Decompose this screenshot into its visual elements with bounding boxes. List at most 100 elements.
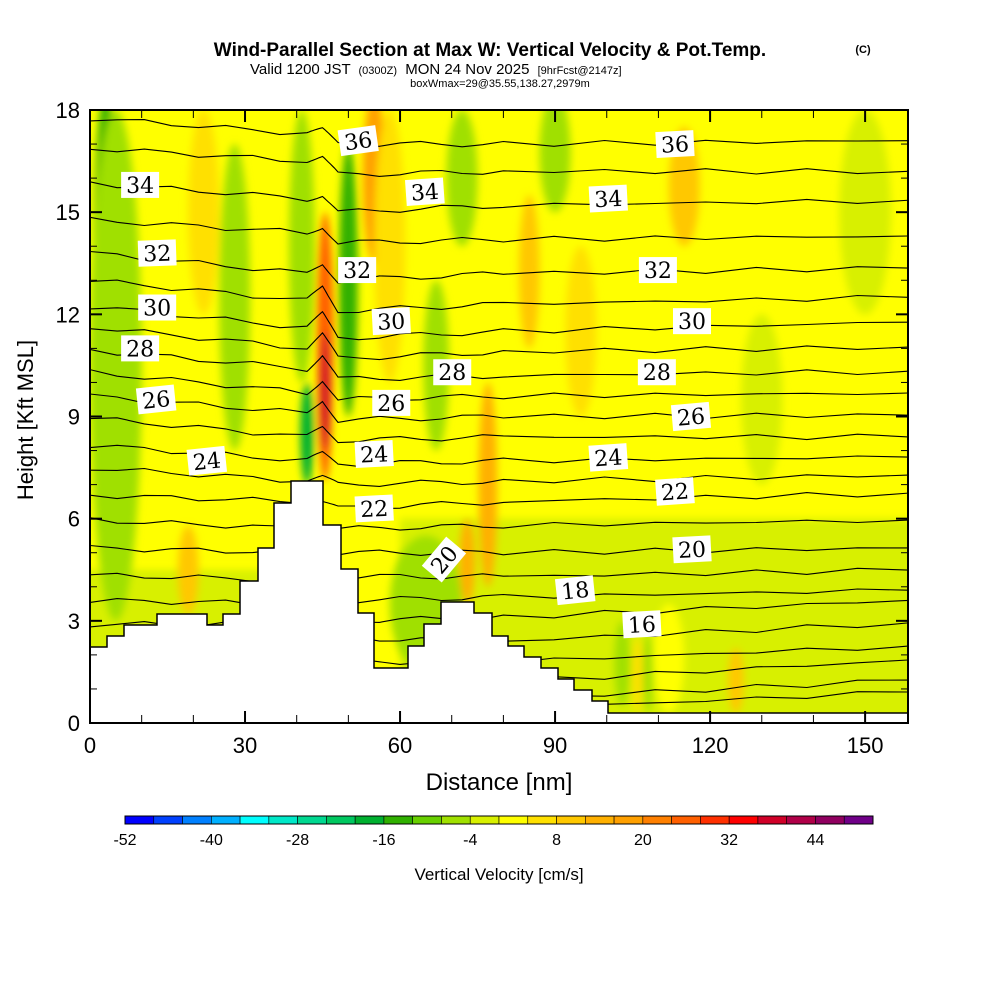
- velocity-cell: [374, 110, 406, 383]
- contour-label-box: [638, 257, 677, 284]
- velocity-cell: [632, 637, 643, 713]
- contour-label: 18: [554, 575, 596, 606]
- contour-label-text: 28: [438, 361, 466, 386]
- x-tick-label: 120: [692, 733, 729, 758]
- velocity-cell: [288, 110, 315, 383]
- contour-label-box: [121, 171, 160, 198]
- velocity-cell: [300, 382, 314, 485]
- colorbar-swatch: [297, 815, 327, 825]
- colorbar-swatch: [268, 815, 298, 825]
- subtitle-forecast: [9hrFcst@2147z]: [538, 65, 622, 77]
- colorbar-swatch: [843, 815, 874, 825]
- chart-subtitle: Valid 1200 JST (0300Z) MON 24 Nov 2025 […: [250, 61, 622, 78]
- theta-contour-22: [90, 492, 908, 510]
- contour-label-text: 26: [141, 387, 171, 415]
- contour-label-text: 24: [360, 442, 389, 468]
- contour-label-text: 18: [560, 578, 590, 606]
- theta-contour-34: [90, 181, 908, 213]
- colorbar-swatch: [441, 815, 471, 825]
- velocity-cell: [219, 144, 251, 451]
- subtitle-boxwmax: boxWmax=29@35.55,138.27,2979m: [410, 78, 590, 90]
- contour-label: 24: [186, 445, 228, 476]
- y-axis-label: Height [Kft MSL]: [13, 340, 38, 500]
- colorbar-swatch: [757, 815, 787, 825]
- theta-contour-29: [90, 328, 908, 361]
- chart-title-group: Wind-Parallel Section at Max W: Vertical…: [214, 40, 871, 90]
- contour-label: 22: [354, 494, 394, 523]
- colorbar-tick-label: 44: [807, 832, 825, 849]
- colorbar-tick-label: -4: [463, 832, 477, 849]
- x-tick-label: 60: [388, 733, 412, 758]
- velocity-cell: [90, 110, 142, 621]
- contour-label-box: [421, 536, 467, 583]
- velocity-cell: [188, 110, 220, 315]
- colorbar-tick-label: 20: [634, 832, 652, 849]
- velocity-cell: [177, 525, 199, 615]
- velocity-cell: [539, 110, 571, 213]
- colorbar-swatch: [412, 815, 442, 825]
- contour-label-text: 36: [343, 128, 374, 157]
- colorbar-tick-label: -28: [286, 832, 309, 849]
- theta-contour-23: [90, 467, 908, 487]
- contour-label: 28: [121, 335, 160, 362]
- colorbar-swatch: [498, 815, 529, 825]
- chart-title: Wind-Parallel Section at Max W: Vertical…: [214, 40, 766, 61]
- y-tick-label: 12: [56, 302, 80, 327]
- colorbar-swatch: [326, 815, 356, 825]
- contour-label-box: [655, 477, 695, 506]
- velocity-cell: [642, 634, 654, 713]
- colorbar-swatch: [383, 815, 413, 825]
- theta-contour-35: [90, 148, 908, 177]
- colorbar-tick-label: -16: [372, 832, 395, 849]
- colorbar-tick-label: 8: [552, 832, 561, 849]
- colorbar-swatch: [527, 815, 557, 825]
- contour-label-box: [404, 177, 445, 207]
- colorbar-tick-label: -40: [200, 832, 223, 849]
- y-tick-label: 6: [68, 507, 80, 532]
- x-tick-label: 90: [543, 733, 567, 758]
- contour-label-text: 28: [643, 361, 671, 386]
- colorbar-swatch: [671, 815, 701, 825]
- contour-label-text: 30: [678, 310, 706, 335]
- contour-label: 34: [121, 171, 160, 199]
- contour-label-box: [637, 359, 676, 386]
- colorbar-tick-label: 32: [720, 832, 738, 849]
- theta-contour-30: [90, 307, 908, 341]
- terrain-mask: [90, 480, 908, 723]
- colorbar: -52 -40 -28 -16 -4 8 20 32 44: [113, 815, 874, 849]
- contour-label-text: 34: [126, 174, 154, 199]
- colorbar-frame: [124, 815, 874, 825]
- colorbar-swatch: [124, 815, 155, 825]
- contour-label-text: 34: [594, 187, 623, 213]
- contour-label: 30: [138, 294, 177, 322]
- contour-label-box: [588, 443, 629, 472]
- contour-label: 30: [673, 308, 712, 335]
- contour-label-text: 26: [676, 404, 706, 431]
- contour-label-box: [354, 439, 394, 468]
- contour-label-box: [672, 535, 712, 564]
- y-tick-label: 18: [56, 98, 80, 123]
- velocity-cell: [446, 110, 478, 247]
- colorbar-swatch: [556, 815, 586, 825]
- colorbar-swatch: [469, 815, 500, 825]
- velocity-cell: [320, 331, 330, 451]
- velocity-cell: [478, 382, 498, 587]
- theta-contour-28: [90, 348, 908, 381]
- contour-label-text: 32: [644, 259, 672, 284]
- contour-label: 20: [672, 535, 712, 564]
- colorbar-swatch: [613, 815, 644, 825]
- contour-label: 36: [655, 130, 695, 159]
- contour-label-text: 22: [660, 479, 690, 506]
- x-tick-label: 30: [233, 733, 257, 758]
- contour-label-text: 28: [126, 337, 154, 362]
- contour-label: 24: [354, 439, 394, 469]
- contour-label-text: 32: [343, 259, 371, 284]
- contour-label: 24: [588, 443, 629, 472]
- colorbar-swatch: [211, 815, 241, 825]
- colorbar-tick-label: -52: [113, 832, 136, 849]
- contour-label: 26: [135, 384, 177, 415]
- contour-label: 32: [137, 239, 177, 268]
